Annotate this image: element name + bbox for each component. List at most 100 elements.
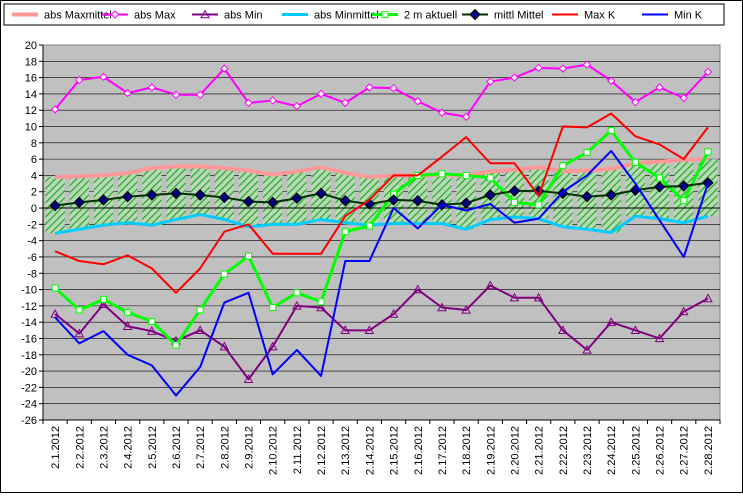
y-tick-label: 12 (25, 105, 37, 117)
data-point-abs-min (582, 344, 592, 354)
y-tick-label: -4 (27, 236, 37, 248)
data-point-mittl-mittel (73, 196, 85, 209)
data-point-abs-max (365, 83, 374, 92)
data-point-abs-max (171, 90, 181, 99)
x-tick-label: 2.4.2012 (123, 426, 135, 469)
data-point-mittl-mittel (291, 192, 303, 204)
legend-label-abs-maxmittel: abs Maxmittel (44, 10, 112, 22)
data-point-2-m-aktuell (559, 162, 567, 170)
x-tick-label: 2.17.2012 (437, 426, 449, 475)
data-point-mittl-mittel (387, 194, 400, 206)
legend-marker-2-m-aktuell (381, 11, 389, 18)
data-point-2-m-aktuell (583, 149, 591, 157)
data-point-mittl-mittel (508, 185, 521, 197)
x-tick-label: 2.12.2012 (316, 426, 328, 475)
data-point-abs-min (122, 321, 133, 330)
y-tick-label: -20 (21, 366, 37, 378)
data-point-abs-max (341, 98, 350, 108)
data-point-2-m-aktuell (51, 284, 59, 292)
x-tick-label: 2.16.2012 (413, 426, 425, 475)
data-point-abs-min (678, 306, 689, 316)
x-tick-label: 2.6.2012 (171, 426, 183, 469)
data-point-2-m-aktuell (124, 308, 132, 316)
y-tick-label: -12 (21, 301, 37, 313)
data-point-abs-max (486, 77, 495, 86)
x-tick-label: 2.11.2012 (292, 426, 304, 474)
data-point-mittl-mittel (605, 189, 617, 201)
data-point-abs-max (534, 63, 543, 73)
x-tick-label: 2.23.2012 (582, 426, 594, 475)
legend-label-abs-max: abs Max (134, 10, 176, 22)
data-point-abs-min (316, 302, 326, 312)
series-line-mittl-mittel (54, 181, 709, 207)
legend-label-abs-minmittel: abs Minmittel (314, 10, 379, 22)
legend: abs Maxmittel abs Max abs Min abs Minmittel… (3, 3, 725, 26)
data-point-mittl-mittel (653, 181, 666, 193)
x-tick-label: 2.18.2012 (461, 426, 473, 475)
data-point-2-m-aktuell (148, 317, 156, 325)
series-line-max-k (54, 112, 709, 294)
x-tick-label: 2.9.2012 (244, 426, 256, 469)
data-point-abs-min (292, 300, 302, 310)
y-tick-label: -18 (21, 350, 37, 362)
y-tick-label: -22 (21, 382, 37, 394)
y-tick-label: 14 (25, 89, 37, 101)
data-point-abs-min (340, 325, 351, 335)
data-point-abs-max (679, 93, 688, 103)
data-point-2-m-aktuell (510, 198, 518, 206)
data-point-abs-max (437, 108, 447, 117)
data-point-mittl-mittel (484, 189, 497, 201)
data-point-2-m-aktuell (75, 306, 83, 314)
data-point-2-m-aktuell (365, 222, 373, 230)
data-point-abs-min (533, 292, 544, 302)
data-point-abs-max (510, 73, 519, 82)
data-point-2-m-aktuell (462, 171, 470, 179)
data-point-mittl-mittel (218, 191, 231, 204)
series-line-2-m-aktuell (54, 129, 710, 347)
x-tick-label: 2.3.2012 (98, 426, 110, 469)
data-point-abs-max (655, 83, 664, 92)
x-tick-label: 2.1.2012 (50, 426, 62, 469)
data-point-abs-max (703, 67, 713, 77)
y-tick-label: -16 (21, 333, 37, 345)
data-point-abs-max (582, 60, 592, 69)
data-point-abs-min (606, 317, 617, 326)
data-point-abs-max (244, 98, 253, 108)
data-point-abs-max (195, 90, 205, 99)
y-tick-label: 6 (31, 154, 37, 166)
y-tick-label: 10 (25, 122, 37, 134)
data-point-abs-min (509, 292, 520, 302)
data-point-mittl-mittel (97, 194, 110, 206)
data-point-2-m-aktuell (704, 148, 712, 156)
data-point-abs-min (412, 284, 423, 294)
series-line-abs-min (54, 284, 709, 381)
data-point-abs-max (413, 97, 422, 106)
x-tick-label: 2.5.2012 (147, 426, 159, 469)
data-point-2-m-aktuell (438, 170, 446, 178)
data-point-abs-max (123, 88, 132, 98)
data-point-abs-max (220, 64, 229, 73)
data-point-2-m-aktuell (220, 270, 228, 278)
legend-box (3, 3, 725, 26)
data-point-abs-max (268, 96, 277, 105)
y-tick-label: -24 (21, 399, 37, 411)
data-point-mittl-mittel (412, 194, 424, 207)
series-line-min-k (54, 149, 709, 397)
data-point-abs-max (50, 105, 60, 114)
data-point-abs-min (630, 325, 641, 335)
data-point-mittl-mittel (194, 189, 206, 201)
data-point-2-m-aktuell (293, 289, 301, 297)
data-point-abs-min (557, 325, 568, 335)
data-point-2-m-aktuell (172, 341, 180, 349)
y-tick-label: 8 (31, 138, 37, 150)
data-point-abs-max (316, 89, 326, 99)
x-tick-label: 2.7.2012 (195, 426, 207, 469)
y-tick-label: -2 (27, 219, 37, 231)
data-point-2-m-aktuell (269, 304, 277, 311)
data-point-abs-min (74, 328, 85, 338)
data-point-mittl-mittel (702, 177, 714, 189)
data-point-abs-max (292, 101, 302, 111)
data-point-mittl-mittel (460, 197, 472, 209)
